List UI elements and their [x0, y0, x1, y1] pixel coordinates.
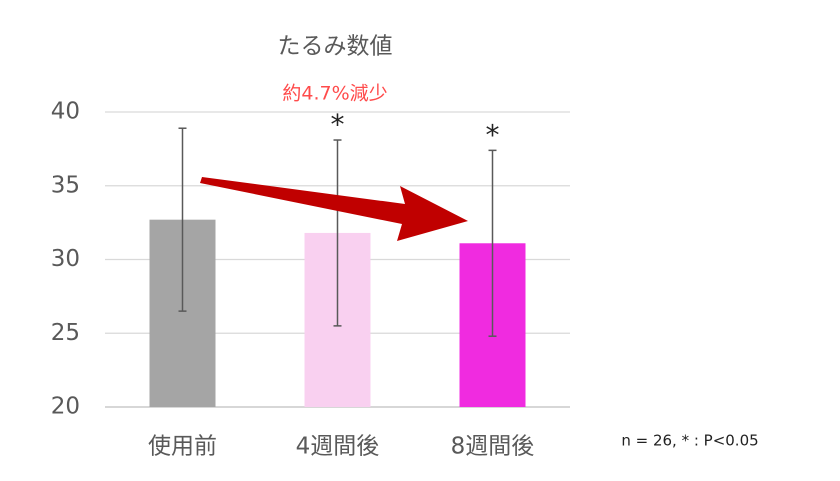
- trend-arrow: [200, 177, 468, 241]
- note: n = 26, * : P<0.05: [621, 432, 758, 450]
- y-tick-label: 20: [51, 394, 80, 420]
- y-tick-label: 35: [51, 172, 80, 198]
- plot: 20 25 30 35 40 使用前 4週間後 * 8週間後 *: [51, 99, 570, 460]
- annotation: 約4.7%減少: [282, 83, 387, 105]
- significance-mark: *: [331, 108, 345, 141]
- y-tick-label: 40: [51, 99, 80, 125]
- y-tick-label: 25: [51, 320, 80, 346]
- x-tick-label: 使用前: [148, 434, 217, 460]
- y-tick-label: 30: [51, 246, 80, 272]
- x-tick-label: 8週間後: [451, 434, 535, 460]
- x-tick-label: 4週間後: [296, 434, 380, 460]
- chart-title: たるみ数値: [278, 34, 393, 60]
- significance-mark: *: [486, 118, 500, 151]
